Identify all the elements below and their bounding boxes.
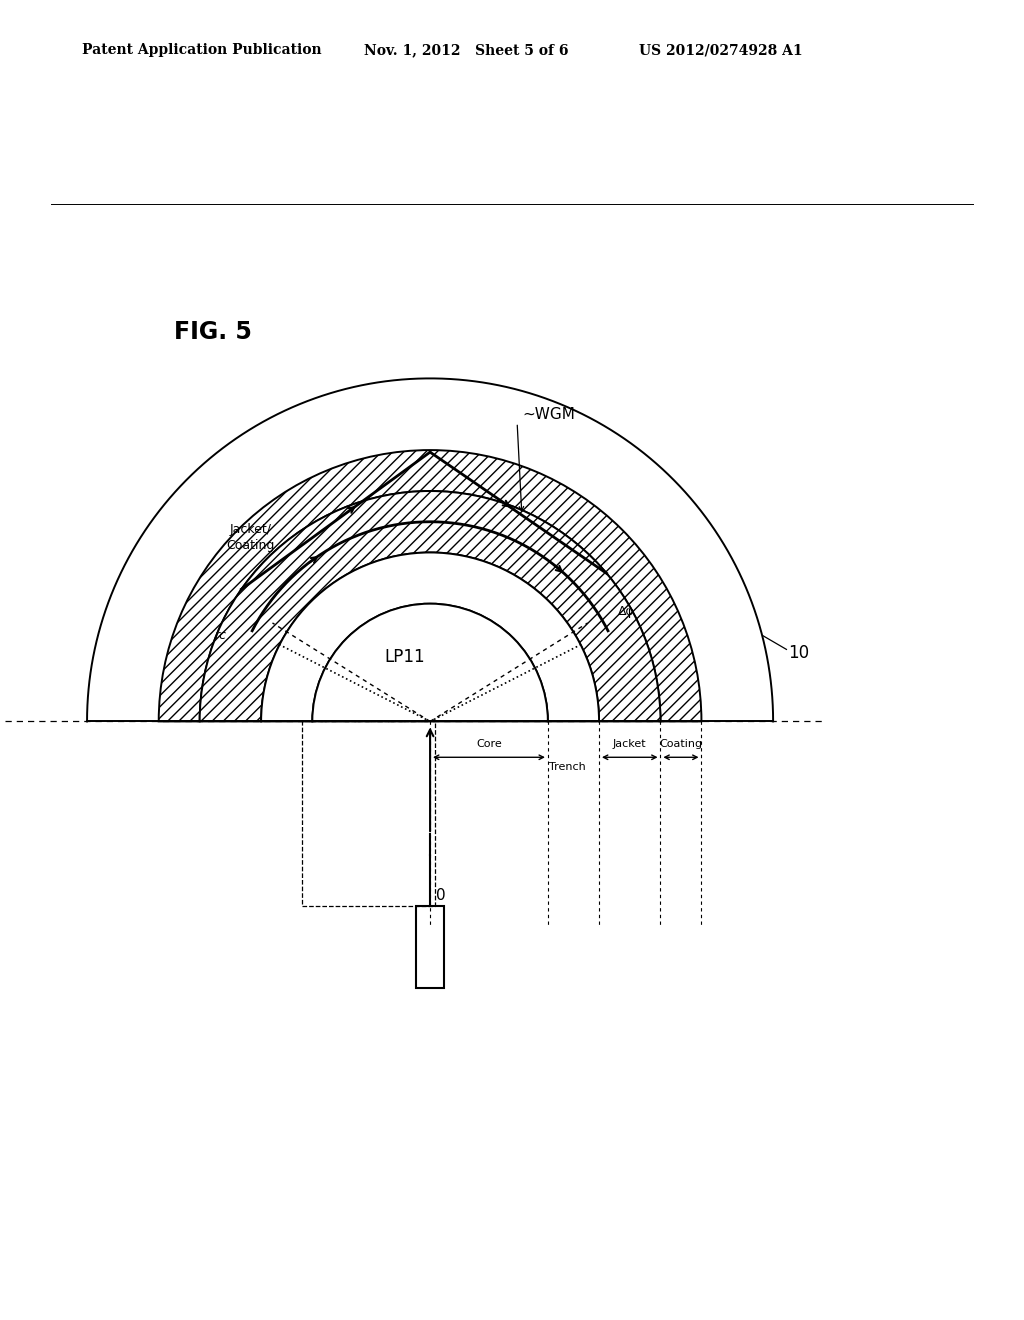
Wedge shape — [312, 603, 548, 722]
Wedge shape — [158, 449, 702, 722]
Bar — [416, 906, 444, 987]
Text: 10: 10 — [788, 644, 810, 661]
Wedge shape — [200, 491, 660, 722]
Text: rc: rc — [215, 630, 226, 643]
Text: Jacket: Jacket — [613, 739, 646, 748]
Wedge shape — [261, 553, 599, 722]
Text: 0: 0 — [436, 888, 445, 903]
Text: Δφ: Δφ — [618, 606, 635, 619]
Text: ~WGM: ~WGM — [522, 407, 575, 421]
Text: Nov. 1, 2012   Sheet 5 of 6: Nov. 1, 2012 Sheet 5 of 6 — [364, 44, 568, 57]
Text: US 2012/0274928 A1: US 2012/0274928 A1 — [639, 44, 803, 57]
Text: Patent Application Publication: Patent Application Publication — [82, 44, 322, 57]
Bar — [302, 722, 435, 906]
Text: LP11: LP11 — [384, 648, 425, 665]
Text: Trench: Trench — [549, 763, 586, 772]
Text: Coating: Coating — [659, 739, 702, 748]
Wedge shape — [159, 450, 701, 722]
Text: FIG. 5: FIG. 5 — [174, 321, 252, 345]
Text: Core: Core — [476, 739, 502, 748]
Text: Jacket/
Coating: Jacket/ Coating — [226, 523, 275, 552]
